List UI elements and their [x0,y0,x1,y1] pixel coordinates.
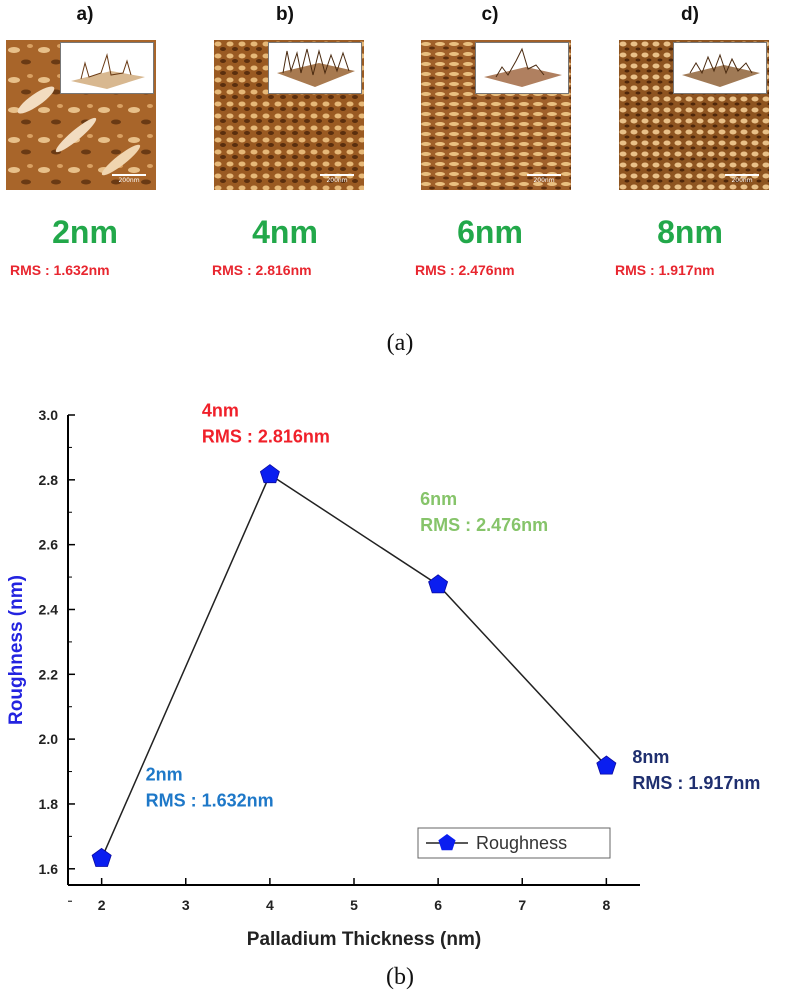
data-point [596,755,617,775]
annotation-rms: RMS : 2.816nm [202,427,330,447]
3d-inset-plot [475,42,569,94]
data-point [259,464,280,484]
panel-letter: c) [481,4,499,25]
annotation-rms: RMS : 1.917nm [632,773,760,793]
rms-label: RMS : 2.476nm [415,262,515,278]
rms-label: RMS : 2.816nm [212,262,312,278]
afm-panel-a: a) 200nm 2nm RMS : [0,0,170,300]
thickness-label: 4nm [252,214,318,250]
rms-label: RMS : 1.632nm [10,262,110,278]
legend-marker [438,834,456,851]
roughness-series-line [100,473,607,859]
y-tick-label: 2.6 [39,537,59,553]
x-tick-label: 7 [518,897,526,913]
annotation-thickness: 8nm [632,747,669,767]
y-tick-label: 3.0 [39,407,59,423]
scale-bar: 200nm [527,174,561,184]
y-axis-label: Roughness (nm) [6,575,27,725]
chart-axes: 1.6 1.8 2.0 2.2 2.4 2.6 2.8 3.0 2 3 4 5 6 7 8 Palladium… [6,407,640,950]
y-tick-label: 2.8 [39,472,59,488]
chart-legend: Roughness [417,827,611,859]
caption-a: (a) [386,330,414,356]
x-tick-label: 8 [602,897,610,913]
scale-bar: 200nm [112,174,146,184]
panel-letter: d) [681,4,699,25]
afm-image: 200nm [421,40,571,190]
x-tick-label: 5 [350,897,358,913]
annotation-rms: RMS : 1.632nm [146,790,274,810]
chart-marks [91,464,617,867]
x-tick-label: 3 [182,897,190,913]
thickness-label: 8nm [657,214,723,250]
chart-annotations: 2nm RMS : 1.632nm 4nm RMS : 2.816nm 6nm RMS :… [146,401,761,811]
x-tick-label: 6 [434,897,442,913]
x-tick-label: 4 [266,897,274,913]
y-tick-label: 2.4 [39,601,59,617]
3d-inset-plot [268,42,362,94]
x-tick-label: 2 [98,897,106,913]
afm-image: 200nm [6,40,156,190]
thickness-label: 6nm [457,214,523,250]
afm-panel-d: d) 200nm 8nm RMS : 1.917nm [605,0,775,300]
y-tick-label: 1.6 [39,861,59,877]
3d-inset-plot [673,42,767,94]
roughness-chart: 1.6 1.8 2.0 2.2 2.4 2.6 2.8 3.0 2 3 4 5 6 7 8 Palladium… [6,401,761,950]
y-tick-label: 2.0 [39,731,59,747]
panel-letter: b) [276,4,294,25]
rms-label: RMS : 1.917nm [615,262,715,278]
afm-image: 200nm [214,40,364,190]
annotation-thickness: 4nm [202,401,239,421]
legend-label: Roughness [476,833,567,853]
scale-bar: 200nm [320,174,354,184]
afm-panel-b: b) 200nm 4nm RMS : 2.816nm [200,0,370,300]
annotation-rms: RMS : 2.476nm [420,515,548,535]
annotation-thickness: 6nm [420,489,457,509]
data-point [428,574,449,594]
data-point [91,847,112,867]
thickness-label: 2nm [52,214,118,250]
afm-panel-c: c) 200nm 6nm RMS : 2.476nm [405,0,575,300]
scale-bar: 200nm [725,174,759,184]
y-tick-label: 1.8 [39,796,59,812]
caption-b: (b) [386,964,414,990]
annotation-thickness: 2nm [146,764,183,784]
x-axis-label: Palladium Thickness (nm) [247,929,481,950]
panel-letter: a) [76,4,94,25]
y-tick-label: 2.2 [39,666,59,682]
afm-image: 200nm [619,40,769,190]
3d-inset-plot [60,42,154,94]
